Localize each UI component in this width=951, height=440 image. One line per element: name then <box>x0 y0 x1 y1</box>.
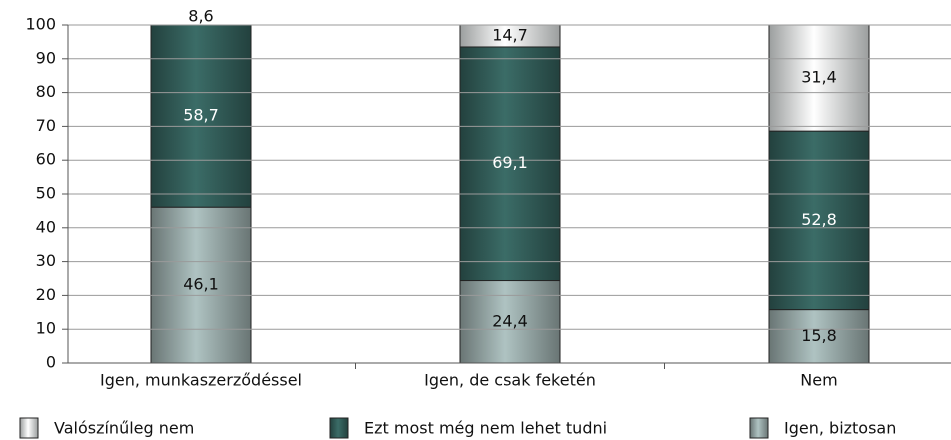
legend-swatch <box>749 417 769 439</box>
y-tick-label: 30 <box>36 251 56 270</box>
bar-segment <box>459 280 561 363</box>
y-tick-label: 0 <box>46 353 56 372</box>
y-tick-label: 40 <box>36 217 56 236</box>
x-tick-label: Igen, munkaszerződéssel <box>100 371 302 390</box>
legend-swatch <box>19 417 39 439</box>
data-label: 46,1 <box>183 275 219 294</box>
plot-area <box>150 25 870 363</box>
data-label: 69,1 <box>492 153 528 172</box>
x-tick-label: Igen, de csak feketén <box>424 371 596 390</box>
y-tick-label: 100 <box>25 15 56 34</box>
bar-segment <box>768 25 870 132</box>
y-tick-label: 60 <box>36 150 56 169</box>
legend-swatch <box>329 417 349 439</box>
bar-segment <box>459 25 561 48</box>
data-label: 14,7 <box>492 25 528 44</box>
bar-segment <box>459 46 561 282</box>
legend-label: Valószínűleg nem <box>54 419 194 438</box>
legend-label: Igen, biztosan <box>784 419 896 438</box>
y-tick-label: 90 <box>36 48 56 67</box>
data-label: 15,8 <box>801 326 837 345</box>
bar-segment <box>150 206 252 363</box>
data-label: 8,6 <box>188 6 213 25</box>
data-label: 58,7 <box>183 106 219 125</box>
bar-segment <box>150 25 252 208</box>
x-tick-label: Nem <box>800 371 837 390</box>
y-tick-label: 10 <box>36 319 56 338</box>
data-label: 24,4 <box>492 311 528 330</box>
y-tick-label: 70 <box>36 116 56 135</box>
y-tick-label: 80 <box>36 82 56 101</box>
y-tick-label: 50 <box>36 184 56 203</box>
bar-segment <box>768 309 870 363</box>
legend-label: Ezt most még nem lehet tudni <box>364 419 607 438</box>
y-tick-label: 20 <box>36 285 56 304</box>
data-label: 31,4 <box>801 68 837 87</box>
data-label: 52,8 <box>801 210 837 229</box>
